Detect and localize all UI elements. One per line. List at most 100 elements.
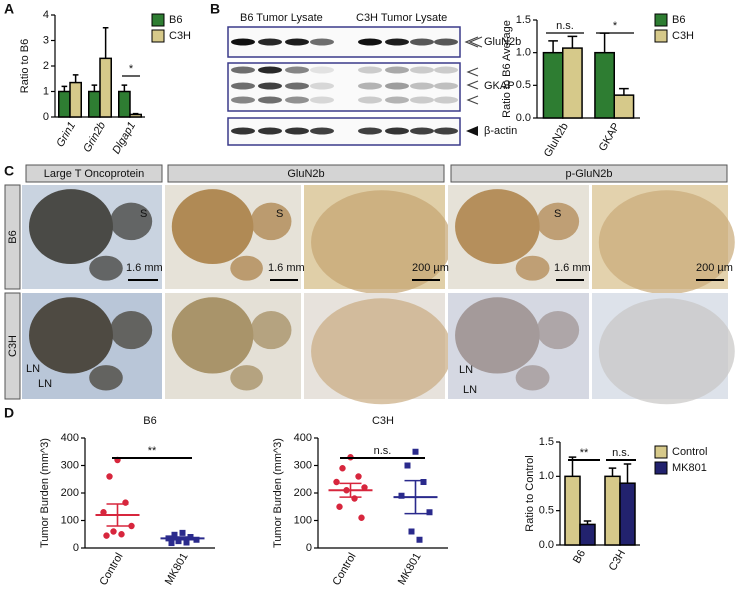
tissue: [171, 189, 254, 265]
blot-band: [410, 66, 434, 74]
legend-swatch: [654, 13, 668, 27]
legend-swatch: [654, 445, 668, 459]
y-axis-label: Ratio to B6 Average: [501, 20, 513, 118]
column-header: [450, 164, 728, 183]
blot-band: [434, 38, 458, 46]
data-point: [408, 528, 415, 535]
scale-bar-label: 1.6 mm: [126, 262, 163, 274]
western-blot: B6 Tumor Lysate C3H Tumor Lysate GluN2b …: [227, 12, 521, 146]
error-bar: [72, 74, 79, 83]
y-tick-label: 1: [43, 85, 49, 97]
y-tick-label: 1.0: [516, 47, 531, 59]
marker-label: LN: [463, 384, 477, 396]
x-tick-label: Dlgap1: [110, 120, 138, 156]
y-tick-label: 100: [294, 514, 312, 526]
y-tick-label: 400: [61, 432, 79, 444]
data-point: [404, 462, 411, 469]
blot-band: [310, 96, 334, 104]
marker-label: LN: [26, 363, 40, 375]
marker-label: S: [276, 208, 283, 220]
legend-label: C3H: [672, 30, 694, 42]
marker-label: LN: [459, 364, 473, 376]
marker-label: S: [554, 208, 561, 220]
panel-letter: C: [4, 163, 14, 179]
y-axis-label: Tumor Burden (mm^3): [272, 438, 284, 548]
lane-label: B6 Tumor Lysate: [240, 12, 323, 24]
y-tick-label: 1.0: [539, 470, 554, 482]
blot-band: [310, 66, 334, 74]
blot-band: [358, 127, 382, 135]
data-point: [420, 479, 427, 485]
data-point: [106, 473, 113, 480]
x-tick-label: Control: [97, 551, 125, 588]
y-tick-label: 0.0: [539, 539, 554, 551]
blot-band: [385, 66, 409, 74]
band-label: GKAP: [484, 80, 515, 92]
blot-band: [385, 96, 409, 104]
bar: [129, 113, 142, 118]
error-bar: [121, 84, 128, 92]
x-tick-label: C3H: [607, 548, 628, 573]
row-header: [4, 184, 21, 290]
panel-letter: B: [210, 1, 220, 17]
data-point: [339, 465, 346, 472]
significance-label: **: [148, 445, 157, 457]
data-point: [103, 532, 110, 539]
data-point: [333, 478, 340, 486]
y-tick-label: 3: [43, 34, 49, 46]
blot-band: [434, 66, 458, 74]
bar: [619, 482, 636, 546]
y-axis-label: Ratio to B6: [19, 39, 31, 93]
legend-swatch: [654, 461, 668, 475]
blot-band: [285, 66, 309, 74]
sem-bar: [339, 482, 362, 498]
y-tick-label: 4: [43, 9, 49, 21]
error-bar: [91, 84, 98, 92]
blot-band: [358, 66, 382, 74]
band-label: β-actin: [484, 125, 517, 137]
data-point: [183, 539, 190, 546]
column-label: Large T Oncoprotein: [44, 168, 145, 180]
y-tick-label: 0: [73, 542, 79, 554]
data-point: [175, 538, 182, 545]
blot-band: [231, 82, 255, 90]
histology: Large T Oncoprotein GluN2b p-GluN2b B6 C…: [4, 164, 735, 405]
row-label: C3H: [7, 335, 19, 357]
blot-band: [258, 82, 282, 90]
blot-band: [385, 127, 409, 135]
data-point: [358, 514, 365, 521]
x-tick-label: Grin1: [54, 120, 78, 149]
error-bar: [567, 35, 578, 49]
blot-band: [410, 38, 434, 46]
error-bar: [623, 463, 632, 484]
y-tick-label: 300: [61, 459, 79, 471]
y-tick-label: 400: [294, 432, 312, 444]
blot-band: [434, 82, 458, 90]
panel-letter: D: [4, 405, 14, 421]
tissue: [89, 255, 123, 281]
bar: [69, 81, 82, 118]
data-point: [355, 473, 362, 480]
tissue: [110, 311, 153, 350]
data-point: [416, 536, 423, 543]
tissue: [230, 365, 263, 391]
x-tick-label: Grin2b: [81, 120, 108, 155]
data-point: [426, 509, 433, 516]
data-point: [412, 448, 419, 455]
tissue: [455, 297, 540, 374]
column-label: p-GluN2b: [565, 168, 612, 180]
data-point: [100, 509, 107, 516]
error-bar: [102, 27, 109, 59]
blot-band: [310, 127, 334, 135]
x-tick-label: MK801: [163, 551, 191, 587]
data-point: [171, 531, 178, 538]
row-header: [4, 292, 21, 400]
bar: [604, 475, 621, 546]
tissue: [598, 298, 735, 405]
legend-label: B6: [672, 14, 685, 26]
legend-swatch: [654, 29, 668, 43]
y-tick-label: 0: [306, 542, 312, 554]
tissue: [515, 365, 550, 391]
blot-band: [258, 96, 282, 104]
